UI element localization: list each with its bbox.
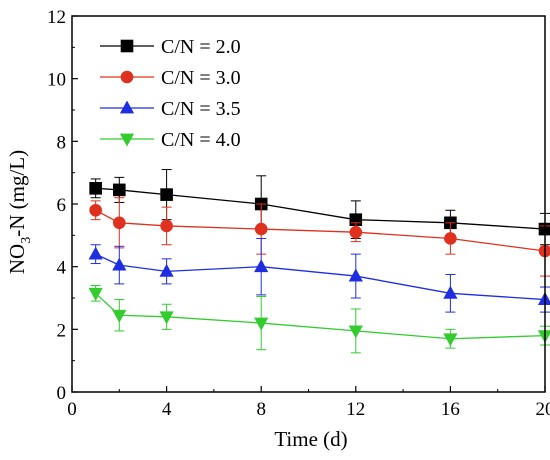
series-2: [89, 197, 550, 277]
y-tick-label: 6: [57, 195, 67, 216]
data-point: [254, 317, 269, 331]
data-point: [112, 309, 127, 323]
y-axis-title-main: NO: [5, 244, 29, 274]
data-point: [254, 222, 268, 236]
data-point: [444, 232, 457, 245]
svg-text:NO3-N (mg/L): NO3-N (mg/L): [5, 150, 34, 274]
legend-label: C/N = 3.5: [161, 98, 241, 120]
legend-item: C/N = 3.0: [100, 67, 241, 89]
y-tick-label: 0: [57, 383, 67, 404]
data-point: [349, 225, 363, 239]
legend-label: C/N = 2.0: [161, 36, 241, 58]
x-tick-label: 12: [346, 399, 365, 420]
series-3: [88, 237, 550, 313]
y-axis-title-subscript: 3: [19, 237, 34, 244]
y-tick-label: 12: [47, 7, 66, 28]
x-tick-label: 4: [162, 399, 172, 420]
legend-item: C/N = 2.0: [100, 36, 241, 58]
data-point: [112, 257, 127, 271]
data-point: [537, 330, 550, 344]
legend-marker: [119, 133, 135, 147]
x-tick-label: 16: [441, 399, 460, 420]
data-point: [254, 259, 269, 273]
legend-marker: [120, 70, 134, 84]
legend: C/N = 2.0 C/N = 3.0 C/N = 3.5 C/N = 4.0: [100, 36, 241, 151]
data-point: [443, 285, 458, 299]
data-point: [159, 311, 174, 325]
legend-item: C/N = 3.5: [100, 98, 241, 120]
legend-label: C/N = 4.0: [161, 129, 241, 151]
x-tick-label: 0: [67, 399, 77, 420]
data-point: [160, 188, 173, 201]
x-axis-title: Time (d): [274, 427, 347, 451]
data-point: [160, 219, 173, 233]
data-point: [113, 183, 126, 197]
data-point: [89, 182, 102, 195]
data-point: [348, 268, 363, 282]
data-point: [113, 216, 126, 230]
data-point: [348, 325, 363, 339]
data-point: [159, 263, 174, 277]
y-axis-title: NO3-N (mg/L): [5, 150, 34, 274]
legend-item: C/N = 4.0: [100, 129, 241, 151]
y-tick-label: 8: [57, 132, 67, 153]
plot-area: [88, 169, 550, 354]
axis-ticks: 0 4 8 12 16 20 0 2 4 6 8 10 12: [47, 7, 550, 420]
data-point: [89, 203, 102, 217]
y-axis-title-rest: -N (mg/L): [5, 150, 29, 237]
series-line: [95, 253, 546, 301]
legend-marker: [119, 100, 135, 114]
y-tick-label: 10: [47, 70, 66, 91]
y-tick-label: 4: [57, 258, 67, 279]
series-4: [88, 284, 550, 354]
data-point: [443, 333, 458, 347]
x-tick-label: 20: [536, 399, 550, 420]
y-tick-label: 2: [57, 320, 67, 341]
data-point: [88, 246, 103, 260]
legend-label: C/N = 3.0: [161, 67, 241, 89]
series-1: [89, 169, 550, 246]
x-tick-label: 8: [256, 399, 266, 420]
plot-frame: [71, 15, 546, 393]
data-point: [88, 287, 103, 301]
legend-marker: [120, 39, 134, 53]
